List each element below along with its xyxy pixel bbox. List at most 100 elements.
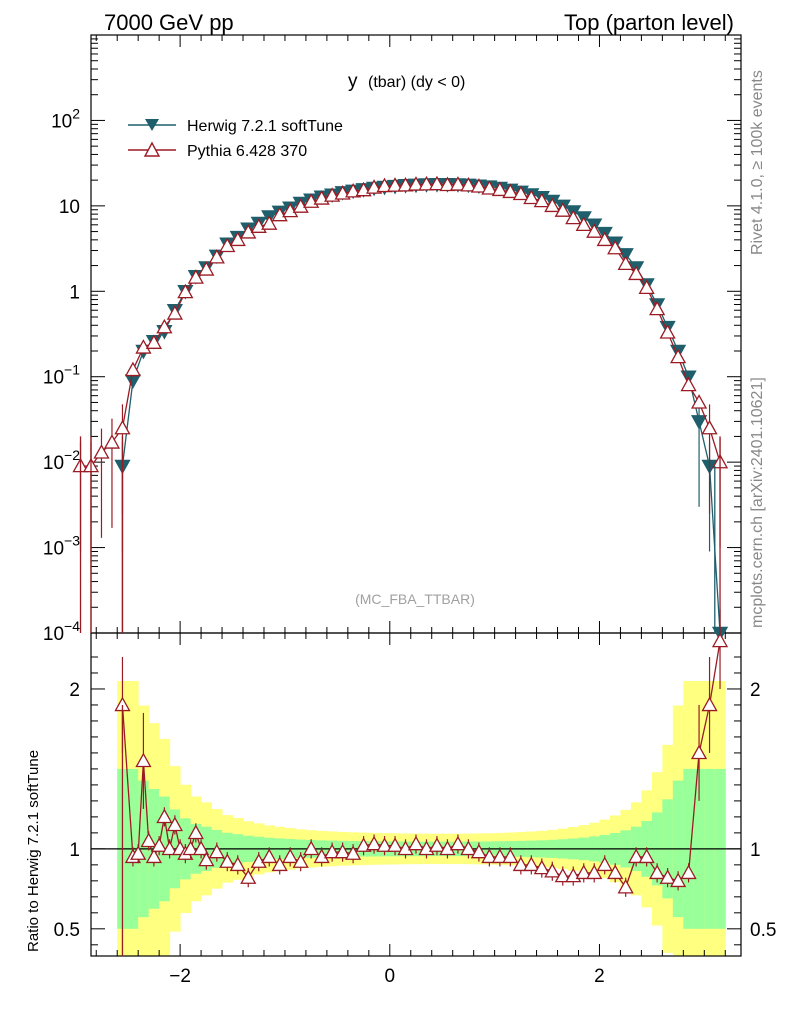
ratio-y-tick-label-right: 1 [750, 840, 761, 861]
data-point [376, 177, 393, 193]
ratio-point [313, 848, 330, 864]
data-point [481, 180, 498, 195]
ratio-y-tick-label: 0.5 [54, 920, 80, 941]
y-tick-label: 10−3 [43, 533, 80, 560]
ratio-point [208, 843, 225, 859]
data-point [491, 181, 508, 197]
data-point [607, 239, 624, 255]
data-point [156, 318, 173, 334]
plot-title-sub: (tbar) (dy < 0) [368, 74, 465, 91]
data-point [386, 177, 404, 192]
ratio-point [533, 859, 550, 875]
ratio-point [617, 878, 634, 894]
ratio-point [439, 840, 456, 856]
ratio-point [355, 837, 372, 852]
ratio-point [502, 848, 519, 864]
ratio-point [669, 872, 687, 888]
ratio-point [250, 853, 267, 868]
header-right-title: Top (parton level) [564, 10, 734, 35]
series-layer [72, 175, 729, 956]
data-point [649, 300, 666, 316]
series-herwig [114, 178, 729, 642]
ratio-point [596, 856, 613, 872]
ratio-point [282, 848, 299, 864]
ratio-point [303, 840, 320, 856]
data-point [596, 231, 613, 247]
ratio-point [334, 843, 351, 859]
data-point [669, 348, 687, 364]
y-tick-label: 10−1 [43, 362, 80, 389]
data-point [177, 283, 194, 299]
y-tick-label: 1 [69, 282, 80, 303]
ratio-point [701, 696, 718, 712]
ratio-point [638, 848, 655, 864]
data-point [114, 419, 131, 435]
ratio-point [182, 840, 199, 856]
ratio-point [523, 856, 540, 872]
data-point [187, 269, 204, 284]
data-point [103, 434, 121, 449]
data-point [617, 255, 634, 271]
data-point [145, 334, 163, 349]
ratio-series-pythia [114, 632, 729, 956]
ratio-point [292, 853, 309, 868]
data-point [93, 444, 110, 459]
ratio-point [659, 869, 676, 884]
ratio-point [680, 864, 697, 880]
ratio-uncertainty-bands [117, 680, 726, 956]
ratio-point [344, 845, 362, 860]
data-point [638, 279, 655, 294]
data-point [544, 197, 561, 213]
x-tick-label: −2 [169, 966, 191, 987]
header-left-title: 7000 GeV pp [104, 10, 234, 35]
mcplots-label: mcplots.cern.ch [arXiv:2401.10621] [749, 377, 766, 628]
y-tick-label: 10 [59, 197, 80, 218]
legend-pythia-label: Pythia 6.428 370 [187, 143, 307, 160]
ratio-point [575, 864, 592, 880]
ratio-point [470, 843, 488, 859]
data-point [418, 175, 435, 191]
data-point [229, 231, 246, 247]
ratio-point [229, 856, 246, 872]
ratio-point [607, 864, 624, 880]
ratio-point [544, 862, 561, 878]
x-tick-label: 2 [594, 966, 605, 987]
data-point [659, 324, 676, 339]
ratio-plot-frame [90, 632, 742, 957]
ratio-point [491, 848, 508, 864]
legend-herwig-label: Herwig 7.2.1 softTune [187, 118, 343, 135]
data-point [502, 183, 519, 199]
ratio-point [166, 816, 183, 832]
data-point [701, 419, 718, 435]
ratio-y-tick-label-right: 2 [750, 680, 761, 701]
data-point [449, 176, 467, 191]
ratio-point [365, 835, 383, 851]
ratio-point [240, 869, 257, 884]
data-point [565, 209, 582, 225]
legend-herwig-marker [145, 119, 159, 131]
data-point [586, 223, 603, 238]
ratio-point [219, 853, 236, 868]
ratio-point [628, 848, 645, 864]
data-point [282, 202, 299, 218]
series-line [80, 183, 721, 467]
ratio-point [649, 864, 666, 880]
data-point [135, 339, 152, 354]
ratio-point [192, 840, 210, 856]
ratio-point [140, 832, 157, 848]
data-point [397, 176, 414, 192]
ratio-point [512, 856, 529, 872]
ratio-point [481, 848, 498, 864]
data-point [166, 305, 183, 320]
legend-pythia-marker [143, 141, 161, 157]
ratio-point [386, 837, 404, 852]
analysis-watermark: (MC_FBA_TTBAR) [355, 591, 475, 607]
data-point [344, 182, 362, 198]
data-point [428, 175, 446, 191]
ratio-y-tick-label-right: 0.5 [750, 920, 776, 941]
data-point [512, 185, 529, 201]
data-point [208, 248, 225, 264]
ratio-point [407, 835, 425, 851]
rivet-label: Rivet 4.1.0, ≥ 100k events [749, 70, 766, 255]
